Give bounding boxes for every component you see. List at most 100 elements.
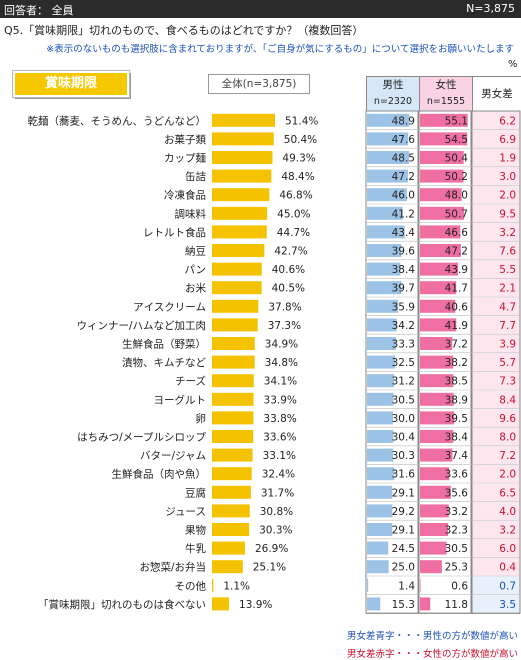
total-value-label: 45.0% (277, 208, 310, 220)
diff-value-label: 3.9 (499, 339, 516, 351)
male-value-label: 39.6 (392, 246, 416, 258)
note-text: ※表示のないものも選択肢に含まれておりますが、「ご自身が気にするもの」について選… (46, 44, 514, 55)
female-bar (420, 262, 459, 276)
diff-value-label: 2.0 (499, 469, 516, 481)
total-bar (212, 430, 254, 443)
diff-cell (472, 223, 520, 241)
diff-value-label: 9.5 (499, 208, 516, 220)
diff-value-label: 4.0 (499, 506, 516, 518)
female-bar (420, 225, 461, 239)
diff-value-label: 8.4 (499, 394, 516, 406)
category-label: 冷凍食品 (164, 189, 206, 202)
diff-cell (472, 371, 520, 390)
diff-cell (472, 278, 520, 297)
male-bar (367, 485, 393, 499)
male-column-header: 男性 n=2320 (366, 76, 420, 112)
category-label: その他 (175, 579, 207, 592)
male-value-label: 43.4 (392, 227, 416, 239)
female-value-label: 11.8 (445, 599, 468, 611)
category-label: 果物 (185, 524, 206, 537)
female-header-label: 女性 (435, 79, 457, 91)
male-bar (367, 355, 396, 369)
category-label: ジュース (165, 506, 206, 518)
diff-value-label: 7.6 (499, 246, 516, 258)
total-value-label: 40.6% (272, 264, 305, 276)
female-bar (420, 504, 449, 518)
diff-value-label: 6.5 (499, 487, 516, 499)
category-label: 豆腐 (185, 486, 206, 499)
female-bar (420, 411, 455, 425)
male-value-label: 39.7 (392, 283, 415, 295)
diff-cell (472, 130, 520, 148)
female-bar (420, 188, 462, 202)
female-bar (420, 132, 468, 146)
total-bar (212, 244, 265, 257)
female-value-label: 50.2 (445, 171, 468, 183)
female-bar (420, 448, 453, 462)
total-value-label: 49.3% (282, 153, 315, 165)
female-bar (420, 430, 454, 443)
male-bar (367, 151, 410, 164)
female-value-label: 37.2 (445, 339, 468, 351)
diff-cell (472, 595, 520, 613)
diff-cell (472, 483, 520, 502)
female-bar (420, 151, 464, 164)
female-value-label: 38.5 (445, 376, 468, 388)
female-bar (420, 374, 454, 388)
female-value-label: 0.6 (451, 580, 468, 592)
male-value-label: 46.0 (392, 190, 415, 202)
diff-header-label: 男女差 (481, 88, 513, 100)
total-bar (212, 578, 214, 592)
total-bar (212, 355, 255, 369)
female-bar (420, 281, 457, 295)
diff-cell (472, 464, 520, 483)
diff-value-label: 6.2 (499, 115, 516, 127)
total-value-label: 40.5% (272, 283, 305, 295)
category-label: ウィンナー/ハムなど加工肉 (76, 319, 206, 332)
diff-value-label: 9.6 (499, 413, 516, 425)
total-bar (212, 113, 275, 127)
total-bar (212, 151, 273, 164)
category-label: パン (184, 264, 206, 276)
male-bar (367, 225, 405, 239)
diff-value-label: 7.2 (499, 450, 516, 462)
diff-cell (472, 520, 520, 539)
category-label: 生鮮食品（野菜） (122, 338, 206, 351)
female-value-label: 55.1 (445, 115, 468, 127)
total-bar (212, 541, 245, 555)
total-series-label: 全体(n=3,875) (208, 74, 310, 94)
male-value-label: 15.3 (392, 599, 415, 611)
total-bar (212, 225, 267, 239)
female-bar (420, 523, 448, 536)
female-value-label: 40.6 (445, 301, 469, 313)
female-value-label: 50.7 (445, 208, 468, 220)
total-value-label: 30.8% (260, 506, 293, 518)
female-value-label: 48.0 (445, 190, 468, 202)
male-value-label: 47.2 (392, 171, 415, 183)
male-value-label: 35.9 (392, 301, 415, 313)
male-value-label: 29.2 (392, 506, 415, 518)
diff-cell (472, 297, 520, 316)
female-bar (420, 467, 450, 481)
total-value-label: 33.8% (263, 413, 296, 425)
total-value-label: 13.9% (239, 599, 272, 611)
total-bar (212, 262, 262, 276)
male-bar (367, 299, 399, 313)
total-bar (212, 504, 250, 518)
female-bar (420, 355, 454, 369)
diff-cell (472, 502, 520, 520)
female-bar (420, 392, 454, 406)
diff-cell (472, 353, 520, 371)
diff-value-label: 3.5 (499, 599, 516, 611)
male-bar (367, 374, 395, 388)
female-value-label: 37.4 (445, 450, 469, 462)
total-bar (212, 169, 272, 183)
female-bar (420, 206, 464, 220)
male-value-label: 30.3 (392, 450, 415, 462)
male-header-label: 男性 (382, 79, 404, 91)
male-value-label: 31.6 (392, 469, 416, 481)
total-value-label: 31.7% (261, 487, 294, 499)
respondents-label: 回答者： 全員 (4, 4, 74, 17)
female-bar (420, 560, 442, 574)
